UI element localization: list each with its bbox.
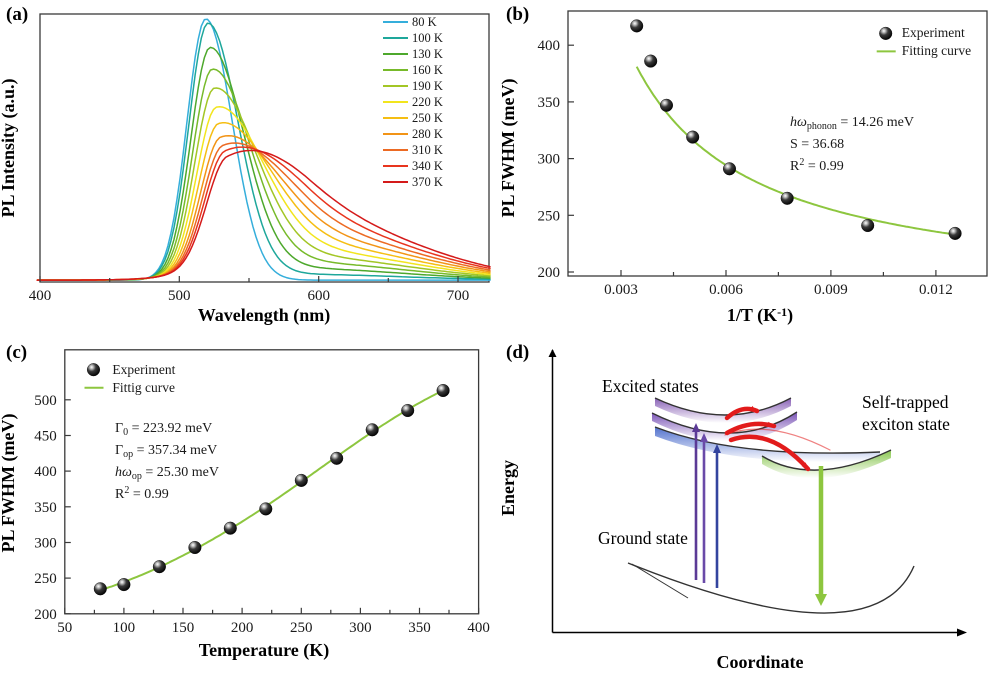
svg-text:Energy: Energy bbox=[500, 460, 518, 516]
svg-text:350: 350 bbox=[34, 500, 57, 516]
svg-text:600: 600 bbox=[307, 288, 330, 304]
svg-text:340 K: 340 K bbox=[412, 159, 443, 173]
svg-text:280 K: 280 K bbox=[412, 127, 443, 141]
svg-text:Experiment: Experiment bbox=[112, 362, 175, 377]
svg-text:Γop = 357.34 meV: Γop = 357.34 meV bbox=[115, 443, 217, 460]
svg-text:250: 250 bbox=[34, 571, 57, 587]
svg-text:Experiment: Experiment bbox=[902, 25, 965, 40]
svg-text:Wavelength (nm): Wavelength (nm) bbox=[198, 305, 331, 326]
svg-text:400: 400 bbox=[29, 288, 52, 304]
svg-text:R2 = 0.99: R2 = 0.99 bbox=[790, 157, 844, 174]
svg-text:PL FWHM (meV): PL FWHM (meV) bbox=[500, 79, 519, 218]
svg-text:220 K: 220 K bbox=[412, 95, 443, 109]
svg-text:R2 = 0.99: R2 = 0.99 bbox=[115, 485, 169, 502]
svg-text:Self-trapped: Self-trapped bbox=[862, 392, 949, 412]
svg-text:hωop = 25.30 meV: hωop = 25.30 meV bbox=[115, 465, 219, 482]
svg-text:370 K: 370 K bbox=[412, 175, 443, 189]
svg-text:0.009: 0.009 bbox=[814, 282, 848, 298]
svg-text:80 K: 80 K bbox=[412, 15, 437, 29]
svg-text:150: 150 bbox=[172, 620, 195, 636]
svg-text:PL Intensity (a.u.): PL Intensity (a.u.) bbox=[0, 78, 19, 217]
svg-text:350: 350 bbox=[538, 95, 561, 111]
svg-text:250: 250 bbox=[538, 208, 561, 224]
svg-text:400: 400 bbox=[34, 464, 57, 480]
svg-text:Ground state: Ground state bbox=[598, 528, 688, 548]
svg-text:100: 100 bbox=[113, 620, 136, 636]
svg-text:50: 50 bbox=[57, 620, 72, 636]
svg-text:1/T (K-1): 1/T (K-1) bbox=[727, 305, 793, 326]
svg-text:exciton state: exciton state bbox=[862, 414, 950, 434]
svg-text:0.003: 0.003 bbox=[604, 282, 638, 298]
svg-text:300: 300 bbox=[538, 152, 561, 168]
svg-text:Fitting curve: Fitting curve bbox=[902, 43, 971, 58]
svg-text:Γ0 = 223.92 meV: Γ0 = 223.92 meV bbox=[115, 421, 212, 438]
svg-text:0.012: 0.012 bbox=[919, 282, 953, 298]
svg-text:PL FWHM (meV): PL FWHM (meV) bbox=[0, 414, 19, 553]
svg-text:200: 200 bbox=[231, 620, 254, 636]
svg-text:310 K: 310 K bbox=[412, 143, 443, 157]
svg-text:400: 400 bbox=[538, 38, 561, 54]
svg-text:400: 400 bbox=[467, 620, 490, 636]
svg-text:350: 350 bbox=[408, 620, 431, 636]
svg-text:250: 250 bbox=[290, 620, 313, 636]
svg-text:250 K: 250 K bbox=[412, 111, 443, 125]
svg-text:Excited states: Excited states bbox=[602, 376, 699, 396]
svg-text:300: 300 bbox=[349, 620, 372, 636]
svg-text:500: 500 bbox=[168, 288, 191, 304]
svg-text:200: 200 bbox=[34, 607, 57, 623]
svg-text:S = 36.68: S = 36.68 bbox=[790, 137, 844, 152]
svg-text:Temperature (K): Temperature (K) bbox=[199, 640, 329, 661]
svg-text:190 K: 190 K bbox=[412, 79, 443, 93]
svg-text:0.006: 0.006 bbox=[709, 282, 743, 298]
svg-text:hωphonon = 14.26 meV: hωphonon = 14.26 meV bbox=[790, 115, 914, 132]
svg-text:300: 300 bbox=[34, 536, 57, 552]
svg-text:500: 500 bbox=[34, 393, 57, 409]
svg-text:700: 700 bbox=[447, 288, 470, 304]
svg-text:450: 450 bbox=[34, 429, 57, 445]
svg-text:130 K: 130 K bbox=[412, 47, 443, 61]
svg-text:160 K: 160 K bbox=[412, 63, 443, 77]
svg-text:Coordinate: Coordinate bbox=[717, 652, 804, 672]
svg-text:200: 200 bbox=[538, 265, 561, 281]
svg-text:100 K: 100 K bbox=[412, 31, 443, 45]
svg-text:Fittig curve: Fittig curve bbox=[112, 380, 175, 395]
